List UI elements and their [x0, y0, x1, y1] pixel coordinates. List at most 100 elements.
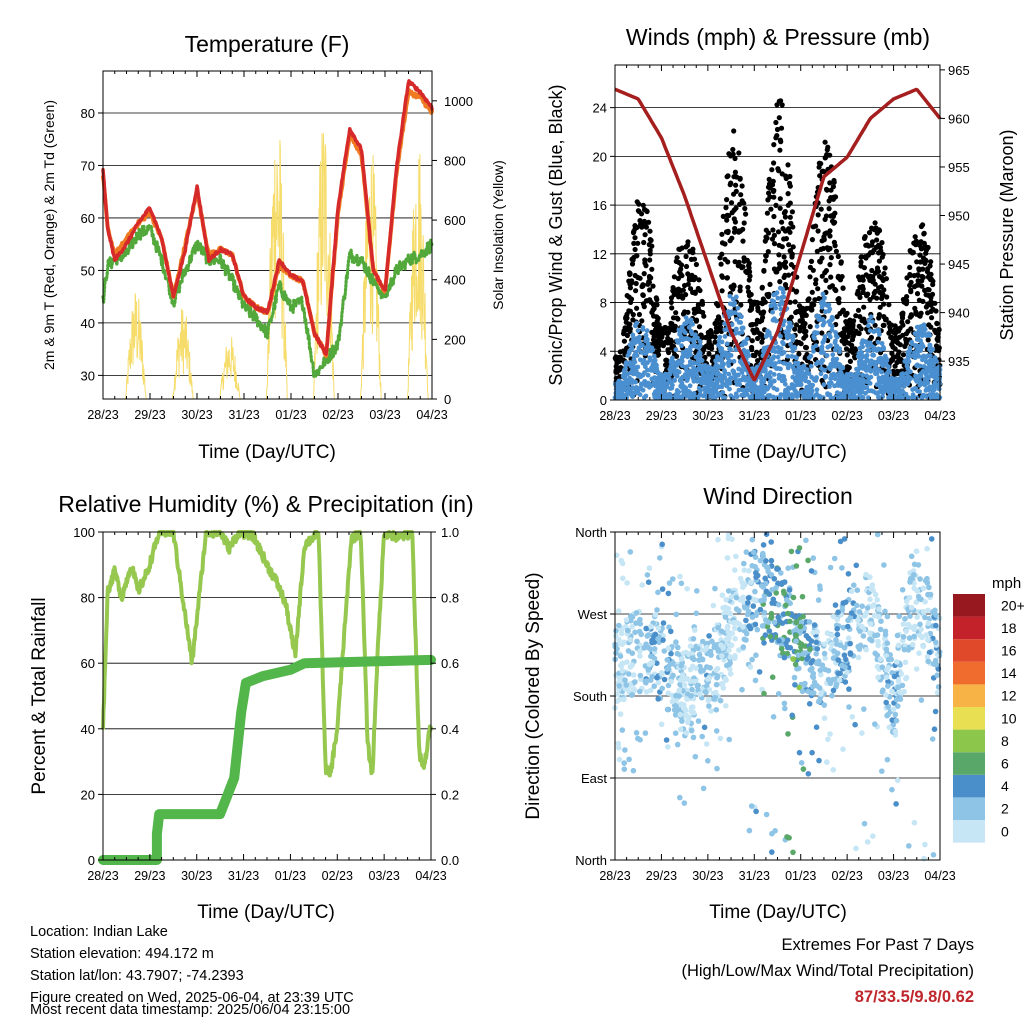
- direction-point: [768, 539, 774, 545]
- gust-point: [761, 309, 767, 315]
- gust-point: [696, 324, 703, 330]
- wind-point: [811, 348, 816, 354]
- direction-point: [859, 730, 865, 736]
- gust-point: [928, 295, 934, 301]
- gust-point: [888, 334, 895, 340]
- series-9m-t: [101, 88, 434, 358]
- direction-point: [637, 653, 643, 659]
- wind-point: [625, 386, 631, 392]
- wind-point: [633, 323, 638, 329]
- direction-point: [792, 614, 799, 620]
- wind-point: [789, 393, 794, 399]
- wind-point: [762, 367, 768, 372]
- wind-point: [892, 380, 898, 386]
- gust-point: [773, 135, 779, 141]
- gust-point: [899, 311, 905, 317]
- direction-point: [853, 845, 859, 852]
- wind-point: [697, 339, 703, 344]
- gust-point: [624, 332, 631, 339]
- wind-point: [683, 365, 689, 370]
- gust-point: [879, 240, 885, 246]
- gust-point: [907, 264, 913, 270]
- direction-point: [821, 702, 827, 708]
- gust-point: [828, 274, 834, 280]
- wind-point: [710, 366, 715, 372]
- gust-point: [685, 281, 691, 287]
- wind-point: [930, 362, 936, 368]
- gust-point: [872, 288, 879, 294]
- wind-point: [626, 361, 631, 367]
- direction-plot-area: [612, 531, 943, 862]
- direction-point: [715, 536, 721, 543]
- direction-point: [713, 728, 720, 734]
- gust-point: [638, 221, 644, 227]
- x-tick-label: 29/23: [646, 869, 677, 883]
- direction-point: [822, 666, 828, 673]
- gust-point: [644, 298, 650, 304]
- direction-point: [835, 609, 841, 616]
- gust-point: [675, 275, 682, 282]
- wind-point: [919, 341, 925, 347]
- direction-point: [815, 597, 822, 603]
- gust-point: [768, 206, 774, 212]
- direction-point: [618, 630, 625, 637]
- direction-point: [743, 630, 750, 637]
- direction-point: [934, 672, 940, 678]
- direction-point: [660, 620, 667, 626]
- gust-point: [741, 220, 747, 226]
- gust-point: [868, 334, 875, 341]
- direction-point: [830, 655, 837, 661]
- gust-point: [650, 283, 656, 289]
- direction-point: [733, 619, 740, 626]
- wind-point: [811, 377, 817, 383]
- direction-point: [781, 700, 788, 707]
- direction-point: [627, 636, 633, 643]
- direction-point: [740, 624, 746, 630]
- gust-point: [803, 333, 809, 339]
- x-tick-label: 30/23: [692, 869, 723, 883]
- gust-point: [928, 324, 934, 330]
- gust-point: [861, 304, 867, 310]
- x-tick-label: 30/23: [181, 408, 212, 422]
- wind-point: [792, 388, 798, 393]
- wind-point: [866, 379, 871, 385]
- gust-point: [777, 205, 783, 211]
- direction-point: [642, 730, 649, 736]
- direction-point: [677, 677, 684, 683]
- direction-point: [741, 560, 747, 567]
- direction-point: [861, 820, 868, 827]
- direction-point: [651, 646, 658, 652]
- direction-point: [900, 621, 907, 627]
- direction-tick-label: South: [573, 689, 607, 704]
- direction-point: [714, 765, 720, 772]
- direction-point: [766, 628, 773, 634]
- gust-point: [632, 272, 638, 279]
- direction-point: [752, 597, 759, 604]
- direction-point: [644, 572, 651, 578]
- wind-point: [884, 363, 890, 368]
- gust-point: [816, 296, 822, 302]
- wind-point: [814, 387, 820, 393]
- direction-point: [853, 562, 860, 569]
- wind-point: [932, 355, 938, 361]
- x-tick-label: 31/23: [228, 869, 259, 883]
- direction-point: [928, 536, 935, 542]
- direction-point: [683, 730, 690, 736]
- direction-point: [872, 591, 879, 598]
- direction-point: [781, 654, 788, 661]
- wind-point: [716, 393, 722, 399]
- gust-point: [840, 307, 846, 313]
- gust-point: [872, 220, 878, 226]
- gust-point: [733, 205, 739, 211]
- direction-point: [780, 611, 787, 617]
- gust-point: [640, 202, 646, 208]
- direction-point: [922, 841, 928, 848]
- wind-point: [739, 360, 745, 366]
- gust-point: [642, 220, 649, 227]
- wind-point: [832, 376, 838, 382]
- gust-point: [928, 259, 934, 265]
- direction-point: [647, 687, 654, 694]
- wind-point: [911, 353, 917, 359]
- gust-point: [627, 285, 634, 291]
- y2-tick-label: 0.2: [441, 787, 459, 802]
